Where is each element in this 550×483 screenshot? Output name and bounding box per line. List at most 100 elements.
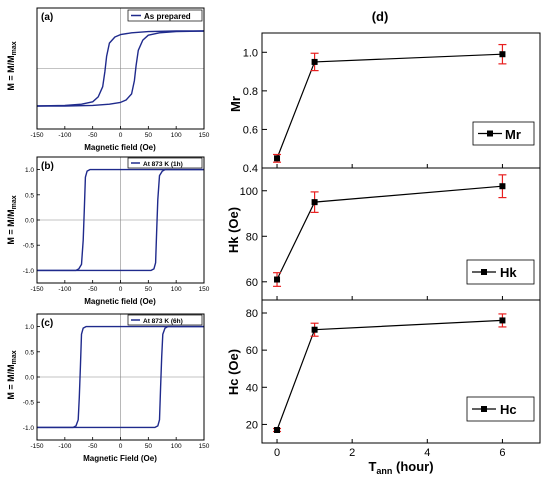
panel-d-hk-point [274,276,281,283]
panel-c-legend-text: At 873 K (6h) [143,318,183,325]
panel-d-mr: Mr 0.4 0.6 0.8 1.0 Mr [228,32,541,175]
panel-a-frame [36,7,205,130]
panel-d-mr-ytick-label: 0.8 [243,86,258,98]
panel-b-plot: -150 -100 -50 0 50 100 150 -1.0 -0.5 0.0 0.5 1.0 [23,157,210,293]
panel-c-branch-ascending [37,325,204,429]
panel-c-ytick-label: -1.0 [23,425,35,432]
panel-c-xtick-label: -50 [88,443,98,450]
panel-c-xtick-label: 150 [199,443,210,450]
panel-d-hk-legend: Hk [466,259,535,285]
panel-b-legend-box [127,157,203,169]
panel-c-plot: -150 -100 -50 0 50 100 150 -1.0 -0.5 0.0 0.5 1.0 [23,314,210,450]
panel-c-ylabel: M = M/Mmax [6,350,18,399]
panel-d-hk-ytick-label: 80 [246,231,258,243]
panel-d-hc-xtick-label: 0 [274,447,280,459]
panel-d-hc-xtick-label: 6 [499,447,505,459]
panel-d-hc-xtick-label: 4 [424,447,430,459]
panel-c-xtick-label: 50 [145,443,153,450]
panel-d-hc-ytick-label: 80 [246,308,258,320]
panel-a-legend-text: As prepared [144,12,191,21]
panel-a-label: (a) [41,12,53,23]
panel-b-branch-ascending [37,168,204,272]
panel-d-hk-ytick-label: 100 [240,186,258,198]
panel-c-xtick-label: -100 [58,443,71,450]
panel-c-legend-box [127,314,203,326]
panel-b-xtick-label: 150 [199,286,210,293]
panel-d-xlabel: Tann (hour) [368,459,433,476]
panel-d-title: (d) [372,9,389,24]
panel-b-xtick-label: 0 [119,286,123,293]
panel-b-label: (b) [41,161,54,172]
panel-b-xtick-label: 50 [145,286,153,293]
panel-b-xtick-label: 100 [171,286,182,293]
panel-a-xtick-label: 50 [145,132,153,139]
panel-b-xlabel: Magnetic field (Oe) [84,297,156,306]
panel-b-xtick-label: -150 [30,286,43,293]
panel-d-hc-point [499,317,506,324]
panel-d-hk-legend-text: Hk [500,265,517,280]
panel-a-legend: As prepared [127,9,203,22]
panel-d-hc-ytick-label: 40 [246,382,258,394]
panel-d-hc-legend-text: Hc [500,402,517,417]
panel-c-ytick-label: -0.5 [23,400,35,407]
panel-b-xtick-label: -50 [88,286,98,293]
panel-d-hk-ytick-label: 60 [246,277,258,289]
panel-a-xtick-label: -150 [30,132,43,139]
panel-d-mr-plot: 0.4 0.6 0.8 1.0 [243,43,507,175]
panel-a-xtick-label: -50 [88,132,98,139]
panel-d-mr-legend-text: Mr [505,127,521,142]
panel-d-mr-point [499,51,506,58]
panel-d-mr-legend-box [472,121,535,146]
panel-d-mr-ytick-label: 1.0 [243,47,258,59]
panel-c-branch-descending [37,325,204,429]
panel-a-ylabel: M = M/Mmax [6,41,18,90]
panel-d-mr-point [274,155,281,162]
panel-b-ylabel: M = M/Mmax [6,195,18,244]
panel-c-frame [36,313,205,441]
panel-a-xtick-label: -100 [58,132,71,139]
panel-b-ytick-label: 1.0 [25,167,34,174]
panel-c-ytick-label: 1.0 [25,324,34,331]
panel-b: M = M/Mmax -150 -100 -50 0 50 100 150 -1.0 -0.5 0… [6,156,210,306]
panel-c-label: (c) [41,318,53,329]
panel-a-xtick-label: 150 [199,132,210,139]
panel-d-hk-point [311,199,318,206]
panel-c-legend: At 873 K (6h) [127,314,203,326]
panel-a-xtick-label: 100 [171,132,182,139]
panel-b-ytick-label: 0.5 [25,192,34,199]
panel-d-mr-series-line [276,53,503,159]
panel-c: M = M/Mmax -150 -100 -50 0 50 100 150 -1.0 -0.5 0… [6,313,210,463]
panel-d-mr-legend: Mr [472,121,535,146]
panel-d-mr-point [311,58,318,65]
panel-a-plot: -150 -100 -50 0 50 100 150 [30,8,210,139]
panel-c-xtick-label: 0 [119,443,123,450]
panel-a-legend-box [127,9,203,22]
panel-d-hk-plot: 60 80 100 [240,174,507,300]
panel-b-xtick-label: -100 [58,286,71,293]
panel-a: M = M/Mmax -150 -100 -50 0 50 100 150 (a) As p… [6,7,210,152]
panel-d-hk-ylabel: Hk (Oe) [226,207,241,253]
panel-b-legend: At 873 K (1h) [127,157,203,169]
panel-c-ytick-label: 0.0 [25,375,34,382]
panel-d-hc-ytick-label: 20 [246,419,258,431]
panel-a-branch-descending [37,30,205,107]
panel-d-hk: Hk (Oe) 60 80 100 Hk [226,167,541,301]
panel-d-mr-frame [261,32,541,169]
panel-d-hc: Hc (Oe) 20 40 60 80 0 2 4 6 Hc Tann (hour) [226,299,541,476]
panel-d-hc-frame [261,299,541,444]
panel-d-hc-xtick-label: 2 [349,447,355,459]
panel-d-hc-ytick-label: 60 [246,345,258,357]
panel-c-xlabel: Magnetic Field (Oe) [83,454,157,463]
panel-a-xtick-label: 0 [119,132,123,139]
panel-c-xtick-label: -150 [30,443,43,450]
panel-b-ytick-label: -0.5 [23,243,35,250]
panel-a-branch-ascending [36,30,204,107]
panel-d-hc-legend: Hc [466,396,535,422]
panel-d-hc-point [311,326,318,333]
panel-c-xtick-label: 100 [171,443,182,450]
panel-c-ytick-label: 0.5 [25,349,34,356]
panel-d-hc-ylabel: Hc (Oe) [226,349,241,395]
panel-d-hk-point [499,183,506,190]
